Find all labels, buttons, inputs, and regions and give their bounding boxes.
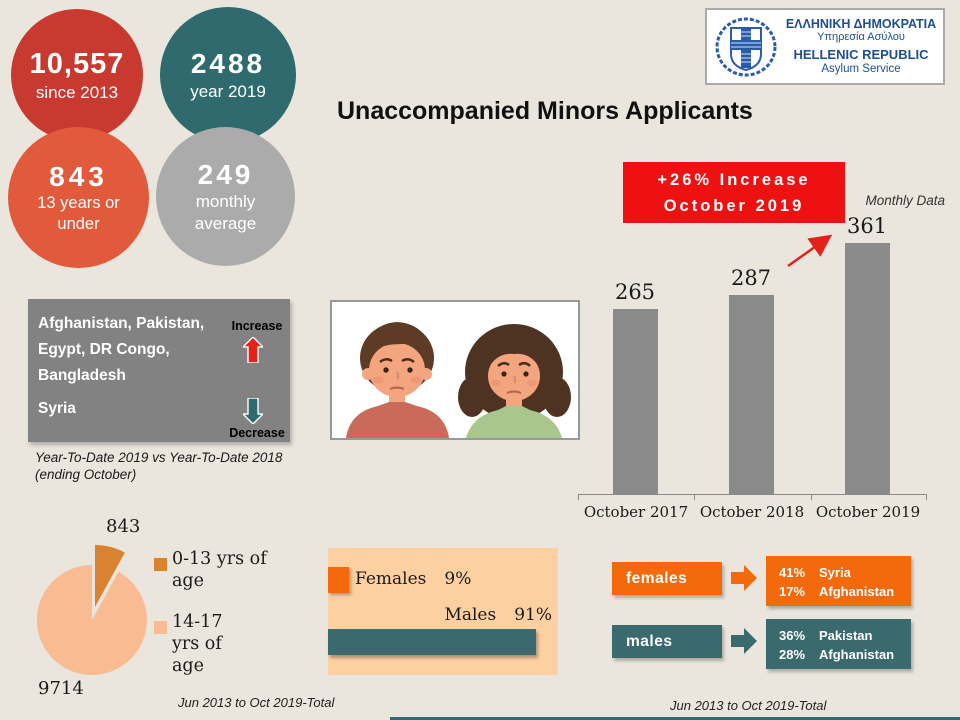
- males-label: Males: [444, 605, 497, 625]
- right-arrow-icon: [731, 565, 757, 591]
- pie-slice-0-13: [95, 545, 125, 607]
- bar-value-label: 361: [846, 214, 888, 238]
- logo-english-service: Asylum Service: [821, 62, 901, 75]
- males-stat-row: 36% Pakistan: [779, 626, 911, 645]
- gender-footnote: Jun 2013 to Oct 2019-Total: [670, 698, 827, 713]
- stat-value: 843: [49, 160, 108, 192]
- decrease-countries: Syria: [38, 400, 76, 417]
- increase-countries: Afghanistan, Pakistan, Egypt, DR Congo, …: [38, 315, 205, 384]
- logo-english-name: HELLENIC REPUBLIC: [793, 46, 929, 62]
- boy-illustration: [346, 322, 449, 438]
- logo-text: ΕΛΛΗΝΙΚΗ ΔΗΜΟΚΡΑΤΙΑ Υπηρεσία Ασύλου HELL…: [779, 17, 943, 76]
- countries-box: Afghanistan, Pakistan, Egypt, DR Congo, …: [28, 299, 290, 442]
- banner-line2: October 2019: [663, 196, 805, 215]
- stat-value: 10,557: [29, 47, 125, 80]
- stat-country: Afghanistan: [819, 647, 895, 662]
- females-bar: [328, 567, 349, 593]
- stat-country: Afghanistan: [819, 584, 895, 599]
- pie-value-14-17: 9714: [38, 678, 84, 699]
- females-label: Females: [355, 569, 427, 589]
- axis-tick: [926, 494, 927, 500]
- stat-label: since 2013: [35, 82, 119, 102]
- stat-circle-year-2019: 2488 year 2019: [160, 7, 296, 143]
- females-stat-row: 41% Syria: [779, 563, 911, 582]
- logo-greek-name: ΕΛΛΗΝΙΚΗ ΔΗΜΟΚΡΑΤΙΑ: [785, 16, 937, 31]
- axis-tick: [694, 494, 695, 500]
- children-illustration: [330, 300, 580, 440]
- stat-value: 249: [197, 158, 254, 190]
- stat-label: 13 years or under: [37, 193, 120, 233]
- stat-circle-total: 10,557 since 2013: [11, 9, 143, 141]
- males-row: Males 91%: [444, 605, 552, 625]
- increase-label: Increase: [231, 319, 283, 333]
- stat-pct: 28%: [779, 647, 806, 662]
- increase-arrow-icon: [243, 337, 263, 363]
- females-tag: females: [612, 562, 722, 595]
- males-pct: 91%: [514, 605, 552, 625]
- girl-illustration: [458, 324, 571, 438]
- bar-category-label: October 2018: [699, 503, 805, 521]
- females-pct: 9%: [444, 569, 472, 589]
- bottom-strip: [390, 717, 960, 720]
- bar-october-2018: [729, 295, 774, 494]
- increase-banner: +26% Increase October 2019: [623, 162, 845, 223]
- right-arrow-icon: [731, 628, 757, 654]
- decrease-arrow-icon: [243, 398, 263, 424]
- banner-line1: +26% Increase: [657, 170, 811, 189]
- legend-swatch-0-13: [154, 558, 167, 571]
- bar-october-2017: [613, 309, 658, 494]
- logo-greek-service: Υπηρεσία Ασύλου: [817, 31, 905, 44]
- decrease-label: Decrease: [229, 426, 285, 440]
- males-detail-box: 36% Pakistan 28% Afghanistan: [766, 619, 911, 669]
- females-row: Females 9%: [355, 569, 471, 589]
- stat-label: year 2019: [190, 82, 266, 101]
- legend-label-0-13: 0-13 yrs of age: [172, 549, 267, 591]
- stat-value: 2488: [190, 48, 266, 79]
- stat-circle-monthly-average: 249 monthly average: [156, 127, 295, 266]
- trend-arrow-icon: [787, 234, 833, 268]
- females-stat-row: 17% Afghanistan: [779, 582, 911, 601]
- stat-circle-under-13: 843 13 years or under: [8, 127, 149, 268]
- axis-tick: [578, 494, 579, 500]
- legend-label-14-17: 14-17 yrs of age: [172, 612, 223, 676]
- age-pie-chart: [36, 545, 147, 675]
- stat-country: Pakistan: [819, 628, 873, 643]
- bar-category-label: October 2019: [815, 503, 921, 521]
- x-axis: [578, 494, 927, 495]
- ytd-note-line1: Year-To-Date 2019 vs Year-To-Date 2018: [35, 450, 283, 465]
- asylum-service-logo: ΕΛΛΗΝΙΚΗ ΔΗΜΟΚΡΑΤΙΑ Υπηρεσία Ασύλου HELL…: [705, 8, 945, 85]
- ytd-note-line2: (ending October): [35, 467, 137, 482]
- bar-category-label: October 2017: [583, 503, 689, 521]
- stat-pct: 17%: [779, 584, 806, 599]
- males-bar: [328, 629, 536, 655]
- pie-value-0-13: 843: [106, 516, 141, 537]
- males-tag: males: [612, 625, 722, 658]
- bar-october-2019: [845, 243, 890, 494]
- stat-label: monthly average: [194, 191, 257, 233]
- children-illustration-art: [346, 322, 571, 438]
- bar-value-label: 265: [614, 280, 656, 304]
- page-title: Unaccompanied Minors Applicants: [337, 97, 753, 125]
- greek-emblem-icon: [715, 17, 777, 76]
- gender-bar-panel: Females 9% Males 91%: [328, 548, 558, 675]
- monthly-data-label: Monthly Data: [865, 193, 945, 208]
- bar-value-label: 287: [730, 266, 772, 290]
- pie-slice-14-17: [36, 564, 147, 675]
- stat-pct: 36%: [779, 628, 806, 643]
- legend-swatch-14-17: [154, 621, 167, 634]
- females-detail-box: 41% Syria 17% Afghanistan: [766, 556, 911, 606]
- males-stat-row: 28% Afghanistan: [779, 645, 911, 664]
- stat-country: Syria: [819, 565, 851, 580]
- pie-footnote: Jun 2013 to Oct 2019-Total: [178, 695, 335, 710]
- axis-tick: [811, 494, 812, 500]
- stat-pct: 41%: [779, 565, 806, 580]
- ytd-note: Year-To-Date 2019 vs Year-To-Date 2018 (…: [35, 449, 282, 483]
